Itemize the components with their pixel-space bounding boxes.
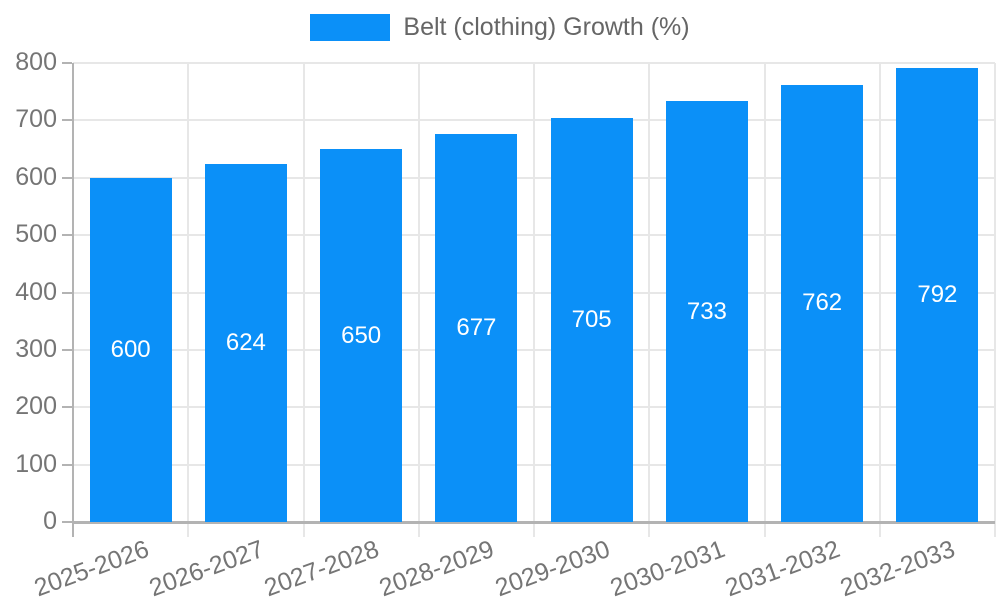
y-tick-mark: [62, 291, 72, 294]
bar-value-label: 624: [225, 328, 266, 356]
y-tick-mark: [62, 62, 72, 64]
category-gridline: [763, 63, 766, 537]
y-tick-label: 800: [15, 48, 57, 76]
x-tick-label: 2032-2033: [837, 535, 959, 600]
y-tick-label: 400: [15, 277, 57, 306]
bar-value-label: 792: [917, 280, 958, 308]
x-tick-label: 2025-2026: [30, 535, 153, 600]
bar[interactable]: 600: [89, 177, 172, 522]
category-gridline: [878, 63, 881, 537]
category-gridline: [648, 63, 651, 537]
bar[interactable]: 677: [435, 133, 518, 522]
x-axis-baseline: [73, 521, 995, 524]
category-gridline: [302, 63, 305, 537]
bar[interactable]: 762: [781, 84, 864, 522]
y-tick-label: 700: [15, 105, 57, 134]
y-axis-line: [72, 63, 74, 537]
x-tick-label: 2026-2027: [145, 535, 268, 600]
bar-value-label: 677: [456, 313, 497, 341]
plot-area: 0 100 200 300 400 500 600 700 800 600 2025-2026 624…: [15, 50, 996, 600]
x-tick-label: 2031-2032: [721, 535, 844, 600]
category-gridline: [417, 63, 420, 537]
bar-value-label: 733: [686, 297, 727, 325]
chart-legend[interactable]: Belt (clothing) Growth (%): [0, 14, 1000, 41]
y-tick-mark: [62, 119, 72, 122]
category-gridline: [994, 63, 996, 537]
y-tick-mark: [62, 176, 72, 179]
y-tick-mark: [62, 234, 72, 237]
y-tick-label: 500: [15, 220, 57, 249]
bar-value-label: 762: [802, 289, 843, 317]
x-tick-label: 2027-2028: [260, 535, 383, 600]
bar[interactable]: 705: [550, 117, 633, 522]
y-tick-label: 100: [15, 449, 57, 478]
legend-swatch: [310, 14, 391, 41]
legend-label: Belt (clothing) Growth (%): [403, 13, 690, 41]
x-tick-label: 2029-2030: [491, 535, 614, 600]
y-tick-mark: [62, 348, 72, 351]
bar-value-label: 705: [571, 305, 612, 333]
y-tick-label: 0: [43, 507, 57, 535]
y-tick-label: 300: [15, 334, 57, 363]
y-tick-mark: [62, 463, 72, 466]
bar[interactable]: 650: [320, 149, 403, 522]
y-tick-label: 600: [15, 162, 57, 191]
y-tick-mark: [62, 406, 72, 409]
x-tick-label: 2028-2029: [376, 535, 498, 600]
y-tick-label: 200: [15, 392, 57, 421]
y-tick-mark: [62, 521, 72, 523]
bar-value-label: 600: [110, 335, 151, 363]
category-gridline: [187, 63, 190, 537]
x-tick-label: 2030-2031: [606, 535, 729, 600]
bar[interactable]: 792: [896, 67, 979, 522]
bar[interactable]: 733: [665, 101, 748, 522]
bar-value-label: 650: [341, 321, 382, 349]
bar[interactable]: 624: [204, 163, 287, 522]
category-gridline: [533, 63, 535, 537]
